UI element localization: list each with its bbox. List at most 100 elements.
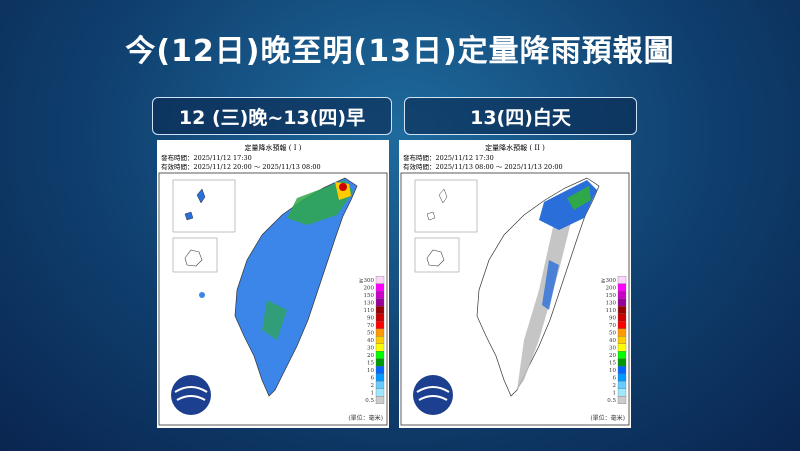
legend-label: 6 xyxy=(613,376,617,382)
legend-label: 110 xyxy=(364,308,375,314)
legend-label: 1 xyxy=(371,391,375,397)
legend-label: 40 xyxy=(367,338,374,344)
legend-swatch xyxy=(375,358,385,367)
logo-mark xyxy=(174,386,208,401)
land xyxy=(476,177,600,397)
legend-label: 0.5 xyxy=(365,398,374,404)
rain-patch xyxy=(542,260,559,310)
legend-swatch xyxy=(617,373,627,382)
legend-label: 30 xyxy=(367,346,374,352)
legend-label: 20 xyxy=(367,353,374,359)
unit-label: (單位：毫米) xyxy=(590,414,625,422)
legend-label: 200 xyxy=(364,286,375,292)
issued-time: 發布時間：2025/11/12 17:30 xyxy=(161,153,252,162)
legend-label: 1 xyxy=(613,391,617,397)
legend-label: 20 xyxy=(609,353,616,359)
inset xyxy=(172,179,236,233)
issued-time: 發布時間：2025/11/12 17:30 xyxy=(403,153,494,162)
rain-map: 定量降水預報 ( II )發布時間：2025/11/12 17:30有效時間：2… xyxy=(399,140,631,428)
legend-label: 15 xyxy=(367,361,374,367)
legend-label: 6 xyxy=(371,376,375,382)
legend-swatch xyxy=(617,351,627,359)
legend-swatch xyxy=(375,298,385,307)
legend-swatch xyxy=(375,321,385,329)
panel-label: 13(四)白天 xyxy=(404,97,637,135)
legend-label: 10 xyxy=(609,368,616,374)
legend-label: 10 xyxy=(367,368,374,374)
legend-swatch xyxy=(617,276,627,284)
panel-label: 12 (三)晚~13(四)早 xyxy=(152,97,392,135)
valid-time: 有效時間：2025/11/12 20:00 ～ 2025/11/13 08:00 xyxy=(161,162,321,171)
legend-swatch xyxy=(617,321,627,329)
inset xyxy=(414,237,460,273)
legend-label: 90 xyxy=(367,316,374,322)
legend-swatch xyxy=(617,306,627,314)
legend-swatch xyxy=(375,313,385,322)
legend-label: 2 xyxy=(613,383,617,389)
rain-patch xyxy=(287,180,353,225)
island xyxy=(184,249,203,267)
inset xyxy=(414,179,478,233)
legend-label: 50 xyxy=(609,331,616,337)
legend-swatch xyxy=(617,366,627,374)
legend-swatch xyxy=(375,328,385,337)
map-frame xyxy=(158,172,388,426)
legend-swatch xyxy=(375,388,385,397)
legend-swatch xyxy=(375,343,385,352)
legend-label: 70 xyxy=(609,323,616,329)
island xyxy=(184,188,206,221)
legend-label: 0.5 xyxy=(607,398,616,404)
legend-swatch xyxy=(375,306,385,314)
legend-label: 130 xyxy=(364,301,375,307)
legend-label: 110 xyxy=(606,308,617,314)
legend-swatch xyxy=(617,381,627,389)
islet xyxy=(199,292,205,298)
legend-swatch xyxy=(375,396,385,404)
rain-patch xyxy=(567,186,591,210)
legend-swatch xyxy=(375,366,385,374)
legend-swatch xyxy=(617,291,627,299)
legend-swatch xyxy=(617,298,627,307)
legend-swatch xyxy=(375,336,385,344)
logo-mark xyxy=(416,386,450,401)
valid-time: 有效時間：2025/11/13 08:00 ～ 2025/11/13 20:00 xyxy=(403,162,563,171)
land xyxy=(234,177,358,397)
legend-label: 150 xyxy=(364,293,375,299)
legend-swatch xyxy=(617,396,627,404)
rain-patch xyxy=(262,300,287,340)
rain-map: 定量降水預報 ( I )發布時間：2025/11/12 17:30有效時間：20… xyxy=(157,140,389,428)
legend-label: 2 xyxy=(371,383,375,389)
legend-swatch xyxy=(617,388,627,397)
legend-swatch xyxy=(617,343,627,352)
map-frame xyxy=(400,172,630,426)
unit-label: (單位：毫米) xyxy=(348,414,383,422)
legend-label: 30 xyxy=(609,346,616,352)
legend-swatch xyxy=(375,373,385,382)
title: 今(12日)晚至明(13日)定量降雨預報圖 xyxy=(125,34,675,69)
legend-swatch xyxy=(617,328,627,337)
legend-swatch xyxy=(375,276,385,284)
island xyxy=(426,249,445,267)
legend-swatch xyxy=(375,283,385,292)
map-title: 定量降水預報 ( II ) xyxy=(485,143,545,152)
inset xyxy=(172,237,218,273)
legend-label: 130 xyxy=(606,301,617,307)
legend-swatch xyxy=(375,291,385,299)
island xyxy=(426,188,448,221)
legend-swatch xyxy=(617,283,627,292)
legend-swatch xyxy=(617,313,627,322)
legend-label: ≧300 xyxy=(359,278,375,284)
legend-label: 70 xyxy=(367,323,374,329)
legend-swatch xyxy=(375,351,385,359)
legend-label: 150 xyxy=(606,293,617,299)
legend-label: ≧300 xyxy=(601,278,617,284)
legend-label: 40 xyxy=(609,338,616,344)
rain-patch xyxy=(339,183,347,191)
legend-label: 90 xyxy=(609,316,616,322)
legend-swatch xyxy=(617,358,627,367)
legend-swatch xyxy=(375,381,385,389)
map-title: 定量降水預報 ( I ) xyxy=(245,143,302,152)
legend-label: 15 xyxy=(609,361,616,367)
legend-label: 200 xyxy=(606,286,617,292)
